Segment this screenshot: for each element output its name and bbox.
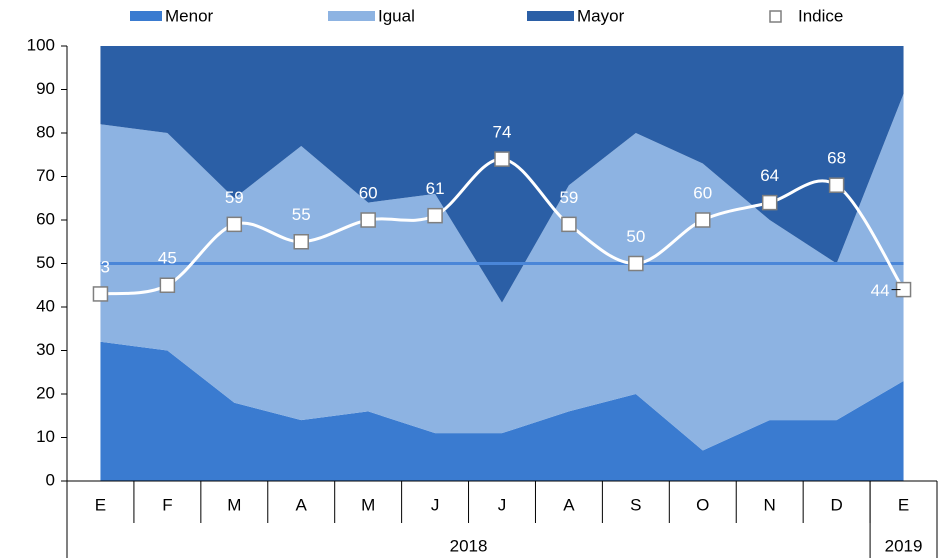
index-label: 59 (559, 188, 578, 207)
index-label: 45 (158, 249, 177, 268)
legend-label: Menor (165, 6, 214, 25)
index-label: 60 (359, 183, 378, 202)
y-tick-label: 90 (36, 79, 55, 98)
x-tick-label: D (830, 495, 842, 514)
index-marker (360, 212, 376, 228)
legend-swatch (130, 11, 162, 21)
area (100, 341, 904, 481)
x-tick-label: O (696, 495, 709, 514)
index-label: 60 (693, 183, 712, 202)
x-tick-label: E (95, 495, 106, 514)
y-tick-label: 100 (27, 35, 55, 54)
index-label: 59 (225, 188, 244, 207)
x-tick-label: A (296, 495, 308, 514)
index-marker (561, 216, 577, 233)
x-tick-label: M (361, 495, 375, 514)
index-marker (695, 212, 711, 228)
y-tick-label: 50 (36, 253, 55, 272)
index-label: 44 (871, 281, 890, 300)
legend-swatch (328, 11, 375, 21)
x-tick-label: A (563, 495, 575, 514)
x-tick-label: E (898, 495, 909, 514)
x-tick-label: J (498, 495, 507, 514)
index-marker (828, 177, 845, 193)
index-label: 50 (626, 227, 645, 246)
index-marker (159, 277, 176, 293)
x-tick-label: N (764, 495, 776, 514)
index-label: 55 (292, 205, 311, 224)
index-label: 74 (493, 123, 512, 142)
index-marker (494, 151, 510, 167)
x-tick-label: F (162, 495, 172, 514)
x-tick-label: J (431, 495, 440, 514)
y-tick-label: 60 (36, 209, 55, 228)
index-label: 43 (91, 257, 110, 276)
y-tick-label: 70 (36, 166, 55, 185)
y-tick-label: 10 (36, 427, 55, 446)
index-label: 64 (760, 166, 779, 185)
legend-label: Indice (798, 6, 843, 25)
x-tick-label: S (630, 495, 641, 514)
group-label: 2019 (885, 536, 923, 555)
index-label: 61 (426, 179, 445, 198)
index-marker (628, 255, 644, 272)
y-tick-label: 40 (36, 296, 55, 315)
index-marker (226, 216, 243, 233)
x-tick-label: M (227, 495, 241, 514)
y-tick-label: 30 (36, 340, 55, 359)
y-tick-label: 20 (36, 383, 55, 402)
index-marker (92, 286, 109, 302)
index-marker (293, 234, 309, 250)
y-tick-label: 80 (36, 122, 55, 141)
legend-label: Igual (378, 6, 415, 25)
index-marker (761, 194, 778, 211)
area (100, 93, 904, 451)
area (100, 46, 904, 303)
legend-swatch (527, 11, 574, 21)
legend-label: Mayor (577, 6, 625, 25)
index-label: 68 (827, 149, 846, 168)
y-tick-label: 0 (46, 470, 55, 489)
legend-swatch (769, 10, 782, 23)
index-marker (427, 207, 443, 224)
group-label: 2018 (450, 536, 488, 555)
